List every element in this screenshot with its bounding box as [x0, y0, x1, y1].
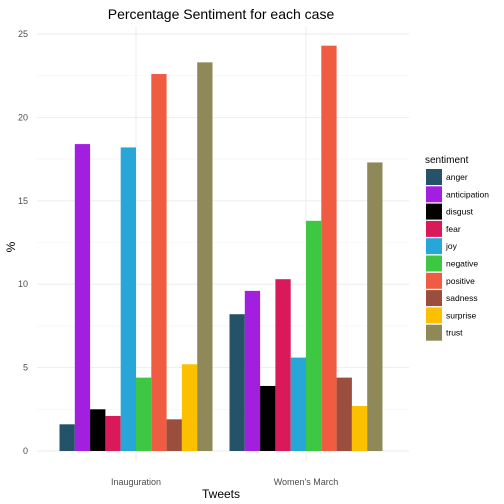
y-tick-label: 10 [18, 279, 28, 289]
bar-negative-inauguration [136, 377, 152, 451]
bar-anticipation-inauguration [74, 144, 91, 451]
y-tick-label: 25 [18, 29, 28, 39]
x-tick-label: Women's March [274, 477, 339, 487]
legend-label-negative: negative [446, 259, 478, 269]
bar-trust-women-s-march [367, 162, 383, 451]
bar-trust-inauguration [197, 62, 213, 452]
bars [59, 45, 383, 452]
bar-fear-women-s-march [275, 279, 291, 451]
legend-key-positive [426, 272, 442, 289]
y-tick-label: 5 [23, 363, 28, 373]
bar-joy-inauguration [120, 147, 136, 452]
legend-label-trust: trust [446, 328, 463, 338]
legend-label-anger: anger [446, 172, 468, 182]
legend-label-disgust: disgust [446, 207, 474, 217]
bar-sadness-women-s-march [336, 377, 352, 451]
bar-surprise-women-s-march [351, 405, 368, 451]
x-axis-ticks: Inauguration Women's March [111, 477, 338, 487]
x-axis-title: Tweets [202, 487, 240, 501]
legend-key-disgust [426, 203, 442, 220]
legend-label-fear: fear [446, 224, 461, 234]
y-tick-label: 0 [23, 446, 28, 456]
bar-fear-inauguration [105, 415, 121, 451]
legend-key-negative [426, 255, 442, 272]
legend-label-joy: joy [445, 241, 458, 251]
bar-negative-women-s-march [306, 220, 322, 451]
legend-label-anticipation: anticipation [446, 189, 489, 199]
legend-key-sadness [426, 290, 442, 307]
bar-disgust-women-s-march [260, 385, 276, 451]
y-axis-title: % [4, 241, 18, 252]
bar-joy-women-s-march [290, 357, 306, 451]
legend: sentiment anger anticipation disgust fear jo… [425, 155, 489, 341]
legend-key-surprise [426, 307, 442, 324]
y-axis-ticks: 0 5 10 15 20 25 [18, 29, 28, 456]
bar-disgust-inauguration [90, 409, 106, 451]
bar-anger-women-s-march [229, 314, 245, 451]
legend-key-anticipation [426, 186, 442, 203]
x-tick-label: Inauguration [111, 477, 161, 487]
legend-key-anger [426, 169, 442, 185]
bar-sadness-inauguration [166, 419, 182, 451]
bar-positive-inauguration [151, 74, 167, 451]
legend-label-sadness: sadness [446, 293, 478, 303]
bar-anticipation-women-s-march [244, 290, 261, 451]
grid [37, 26, 409, 461]
chart-title: Percentage Sentiment for each case [108, 6, 335, 22]
legend-label-surprise: surprise [446, 310, 477, 320]
legend-key-joy [426, 238, 442, 255]
bar-positive-women-s-march [321, 45, 337, 452]
legend-key-fear [426, 220, 442, 237]
y-tick-label: 15 [18, 196, 28, 206]
legend-title: sentiment [425, 155, 469, 166]
y-tick-label: 20 [18, 112, 28, 122]
bar-surprise-inauguration [181, 364, 198, 451]
legend-label-positive: positive [446, 276, 475, 286]
bar-anger-inauguration [59, 424, 75, 451]
legend-key-trust [426, 324, 442, 341]
